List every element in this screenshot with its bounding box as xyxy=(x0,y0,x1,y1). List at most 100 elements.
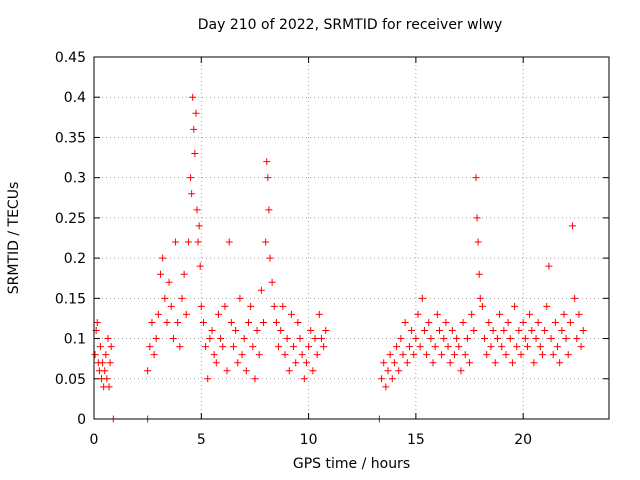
data-point xyxy=(448,327,456,335)
y-tick-label: 0.2 xyxy=(64,251,86,267)
data-point xyxy=(487,343,495,351)
data-point xyxy=(182,310,190,318)
data-point xyxy=(440,335,448,343)
data-point xyxy=(101,367,109,375)
data-point xyxy=(554,343,561,351)
data-point xyxy=(197,302,205,310)
data-point xyxy=(536,343,544,351)
data-point xyxy=(265,206,273,214)
data-point xyxy=(245,318,252,326)
data-point xyxy=(277,327,285,335)
data-point xyxy=(451,351,458,359)
data-point xyxy=(279,302,287,310)
data-point xyxy=(564,351,572,359)
data-point xyxy=(157,270,165,278)
y-tick-label: 0.35 xyxy=(55,130,86,146)
data-point xyxy=(515,327,523,335)
data-point xyxy=(530,359,538,367)
data-point xyxy=(150,351,158,359)
data-point xyxy=(103,375,111,383)
data-point xyxy=(199,318,207,326)
data-point xyxy=(511,302,519,310)
data-point xyxy=(579,327,587,335)
data-point xyxy=(292,359,300,367)
data-point xyxy=(423,351,431,359)
data-point xyxy=(298,351,306,359)
data-point xyxy=(463,335,471,343)
data-point xyxy=(571,294,579,302)
data-point xyxy=(508,359,516,367)
data-point xyxy=(184,238,192,246)
data-point xyxy=(249,343,257,351)
data-point xyxy=(412,335,420,343)
data-point xyxy=(311,335,319,343)
data-point xyxy=(221,302,229,310)
data-point xyxy=(446,359,454,367)
data-point xyxy=(309,367,317,375)
data-point xyxy=(431,343,439,351)
data-point xyxy=(416,343,424,351)
data-point xyxy=(144,367,152,375)
data-point xyxy=(575,310,583,318)
data-point xyxy=(257,286,265,294)
data-point xyxy=(167,302,175,310)
data-point xyxy=(189,93,197,101)
data-point xyxy=(192,109,200,117)
data-point xyxy=(161,294,169,302)
y-tick-label: 0.25 xyxy=(55,211,86,227)
data-point xyxy=(427,335,435,343)
data-point xyxy=(169,335,177,343)
data-point xyxy=(91,351,99,359)
data-point xyxy=(194,238,202,246)
data-point xyxy=(317,335,325,343)
data-point xyxy=(234,359,242,367)
data-point xyxy=(287,310,295,318)
data-point xyxy=(93,318,101,326)
data-point xyxy=(382,383,390,391)
data-point xyxy=(180,270,188,278)
data-point xyxy=(232,327,240,335)
data-point xyxy=(240,335,248,343)
data-point xyxy=(414,310,422,318)
y-tick-label: 0.1 xyxy=(64,332,86,348)
data-point xyxy=(556,359,564,367)
data-point xyxy=(227,318,235,326)
data-point xyxy=(425,318,433,326)
data-point xyxy=(107,343,115,351)
data-point xyxy=(285,367,293,375)
data-point xyxy=(196,262,204,270)
data-point xyxy=(393,343,401,351)
data-point xyxy=(251,375,259,383)
data-point xyxy=(541,327,549,335)
data-point xyxy=(260,318,268,326)
data-point xyxy=(255,351,263,359)
data-point xyxy=(403,359,411,367)
data-point xyxy=(104,335,112,343)
data-point xyxy=(472,174,480,182)
data-point xyxy=(459,318,467,326)
data-point xyxy=(506,335,514,343)
data-point xyxy=(442,318,450,326)
data-point xyxy=(521,335,529,343)
data-points xyxy=(91,93,587,423)
data-point xyxy=(242,367,250,375)
data-point xyxy=(217,335,225,343)
data-point xyxy=(532,335,540,343)
data-point xyxy=(223,367,231,375)
data-point xyxy=(481,335,489,343)
data-point xyxy=(410,351,418,359)
data-point xyxy=(264,174,272,182)
data-point xyxy=(569,222,577,230)
data-point xyxy=(208,327,216,335)
data-point xyxy=(187,174,195,182)
data-point xyxy=(485,318,493,326)
data-point xyxy=(253,327,261,335)
data-point xyxy=(418,294,426,302)
y-tick-label: 0.15 xyxy=(55,291,86,307)
data-point xyxy=(219,343,227,351)
data-point xyxy=(193,206,201,214)
data-point xyxy=(493,335,501,343)
data-point xyxy=(388,375,396,383)
data-point xyxy=(433,310,441,318)
